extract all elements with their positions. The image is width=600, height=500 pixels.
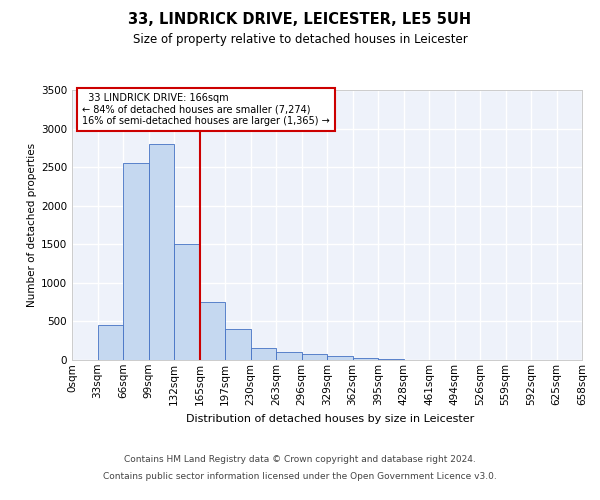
Text: Size of property relative to detached houses in Leicester: Size of property relative to detached ho… (133, 32, 467, 46)
Bar (378, 359, 404, 360)
Text: 33 LINDRICK DRIVE: 166sqm
← 84% of detached houses are smaller (7,274)
16% of se: 33 LINDRICK DRIVE: 166sqm ← 84% of detac… (82, 92, 330, 126)
Bar (251, 348, 276, 360)
Text: Distribution of detached houses by size in Leicester: Distribution of detached houses by size … (186, 414, 474, 424)
Bar (302, 354, 327, 360)
Bar (327, 356, 353, 360)
Bar (225, 329, 251, 360)
Bar (199, 302, 225, 360)
Y-axis label: Number of detached properties: Number of detached properties (27, 143, 37, 307)
Bar (123, 164, 149, 360)
Bar (174, 244, 199, 360)
Bar (97, 326, 123, 360)
Bar (149, 144, 174, 360)
Bar (353, 358, 378, 360)
Text: 33, LINDRICK DRIVE, LEICESTER, LE5 5UH: 33, LINDRICK DRIVE, LEICESTER, LE5 5UH (128, 12, 472, 28)
Text: Contains public sector information licensed under the Open Government Licence v3: Contains public sector information licen… (103, 472, 497, 481)
Bar (276, 352, 302, 360)
Text: Contains HM Land Registry data © Crown copyright and database right 2024.: Contains HM Land Registry data © Crown c… (124, 456, 476, 464)
